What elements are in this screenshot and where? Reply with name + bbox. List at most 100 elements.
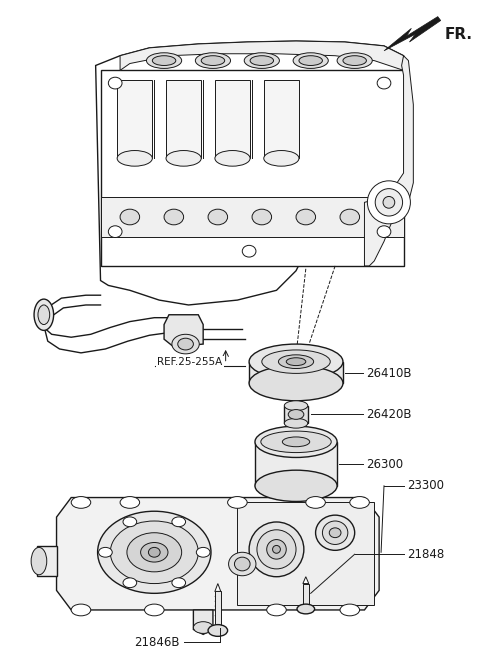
Ellipse shape bbox=[343, 56, 366, 66]
Text: REF.25-255A: REF.25-255A bbox=[157, 357, 222, 367]
Polygon shape bbox=[238, 503, 374, 605]
Ellipse shape bbox=[249, 344, 343, 379]
Ellipse shape bbox=[98, 547, 112, 557]
Polygon shape bbox=[303, 577, 309, 583]
Ellipse shape bbox=[267, 539, 286, 559]
Ellipse shape bbox=[377, 78, 391, 89]
Ellipse shape bbox=[193, 622, 213, 633]
Polygon shape bbox=[57, 497, 379, 610]
Ellipse shape bbox=[108, 226, 122, 238]
Ellipse shape bbox=[278, 355, 313, 369]
Ellipse shape bbox=[234, 557, 250, 571]
Ellipse shape bbox=[296, 209, 315, 225]
Ellipse shape bbox=[337, 53, 372, 68]
Ellipse shape bbox=[172, 334, 199, 354]
Ellipse shape bbox=[172, 578, 186, 587]
Ellipse shape bbox=[31, 547, 47, 575]
Ellipse shape bbox=[257, 530, 296, 569]
Ellipse shape bbox=[350, 497, 369, 509]
Ellipse shape bbox=[208, 625, 228, 637]
Ellipse shape bbox=[127, 533, 181, 572]
Ellipse shape bbox=[249, 522, 304, 577]
Ellipse shape bbox=[228, 497, 247, 509]
Ellipse shape bbox=[144, 604, 164, 616]
Ellipse shape bbox=[323, 521, 348, 545]
Polygon shape bbox=[193, 610, 213, 635]
Ellipse shape bbox=[123, 578, 137, 587]
Ellipse shape bbox=[196, 547, 210, 557]
Bar bbox=[215, 591, 221, 625]
Text: 21848: 21848 bbox=[408, 548, 444, 560]
Ellipse shape bbox=[284, 401, 308, 411]
Ellipse shape bbox=[71, 497, 91, 509]
Ellipse shape bbox=[97, 511, 211, 593]
Ellipse shape bbox=[284, 419, 308, 428]
Ellipse shape bbox=[172, 517, 186, 527]
Ellipse shape bbox=[195, 53, 230, 68]
Ellipse shape bbox=[329, 528, 341, 537]
Ellipse shape bbox=[201, 56, 225, 66]
Text: 23300: 23300 bbox=[408, 480, 444, 492]
Ellipse shape bbox=[120, 209, 140, 225]
Polygon shape bbox=[164, 315, 203, 347]
Ellipse shape bbox=[38, 305, 50, 325]
Ellipse shape bbox=[288, 409, 304, 419]
Ellipse shape bbox=[152, 56, 176, 66]
Ellipse shape bbox=[299, 56, 323, 66]
Polygon shape bbox=[215, 583, 221, 591]
Ellipse shape bbox=[286, 358, 306, 365]
Ellipse shape bbox=[383, 196, 395, 208]
Polygon shape bbox=[96, 41, 408, 305]
Polygon shape bbox=[120, 41, 404, 70]
Bar bbox=[166, 80, 201, 158]
Ellipse shape bbox=[340, 604, 360, 616]
Bar bbox=[117, 80, 152, 158]
Ellipse shape bbox=[215, 150, 250, 166]
Ellipse shape bbox=[252, 209, 272, 225]
Ellipse shape bbox=[250, 56, 274, 66]
Ellipse shape bbox=[166, 150, 201, 166]
Ellipse shape bbox=[108, 78, 122, 89]
Bar bbox=[303, 583, 309, 604]
Ellipse shape bbox=[146, 53, 181, 68]
Ellipse shape bbox=[34, 299, 54, 330]
Ellipse shape bbox=[71, 604, 91, 616]
Bar bbox=[249, 361, 343, 383]
Ellipse shape bbox=[242, 245, 256, 257]
Bar bbox=[100, 70, 404, 266]
Ellipse shape bbox=[208, 209, 228, 225]
Ellipse shape bbox=[244, 53, 279, 68]
Ellipse shape bbox=[262, 350, 330, 373]
Ellipse shape bbox=[141, 543, 168, 562]
Ellipse shape bbox=[282, 437, 310, 447]
Ellipse shape bbox=[261, 431, 331, 453]
Ellipse shape bbox=[120, 497, 140, 509]
Text: 26420B: 26420B bbox=[366, 408, 412, 421]
Polygon shape bbox=[364, 56, 413, 266]
Ellipse shape bbox=[148, 547, 160, 557]
Bar bbox=[100, 198, 404, 237]
Ellipse shape bbox=[228, 553, 256, 576]
Ellipse shape bbox=[123, 517, 137, 527]
Bar bbox=[215, 80, 250, 158]
Ellipse shape bbox=[178, 338, 193, 350]
Ellipse shape bbox=[375, 189, 403, 216]
Ellipse shape bbox=[249, 365, 343, 401]
Ellipse shape bbox=[367, 181, 410, 224]
Ellipse shape bbox=[255, 470, 337, 501]
Ellipse shape bbox=[340, 209, 360, 225]
Text: 26300: 26300 bbox=[366, 458, 404, 471]
Text: FR.: FR. bbox=[444, 27, 473, 41]
Ellipse shape bbox=[110, 521, 198, 583]
Ellipse shape bbox=[315, 515, 355, 551]
Ellipse shape bbox=[264, 150, 299, 166]
Text: 26410B: 26410B bbox=[366, 367, 412, 380]
Bar bbox=[255, 442, 337, 486]
Ellipse shape bbox=[267, 604, 286, 616]
Bar bbox=[284, 405, 308, 423]
Text: 21846B: 21846B bbox=[134, 636, 180, 648]
Polygon shape bbox=[384, 16, 441, 51]
Ellipse shape bbox=[297, 604, 314, 614]
Ellipse shape bbox=[255, 426, 337, 457]
Ellipse shape bbox=[293, 53, 328, 68]
